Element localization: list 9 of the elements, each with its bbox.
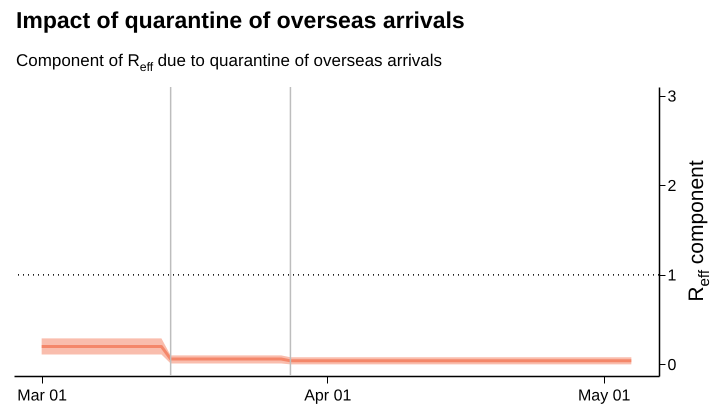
x-tick-label: Apr 01 <box>304 388 352 404</box>
x-tick-label: May 01 <box>578 388 631 404</box>
y-tick-label: 3 <box>668 88 676 106</box>
y-tick-label: 0 <box>668 356 676 374</box>
y-tick-label: 2 <box>668 178 676 195</box>
chart-title: Impact of quarantine of overseas arrivals <box>16 7 465 33</box>
y-tick-label: 1 <box>668 267 676 284</box>
y-axis-title: Reff component <box>685 160 713 302</box>
x-tick-label: Mar 01 <box>17 388 68 404</box>
